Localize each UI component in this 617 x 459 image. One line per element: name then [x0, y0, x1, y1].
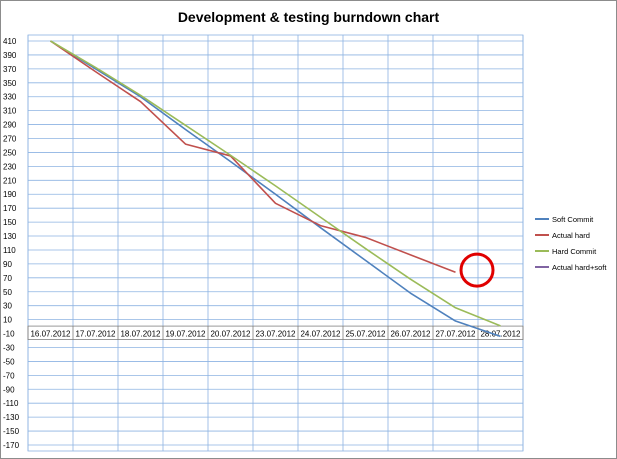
annotation-layer — [459, 252, 495, 288]
y-tick-label: -110 — [3, 399, 19, 408]
x-tick-label: 20.07.2012 — [210, 330, 251, 339]
x-tick-label: 18.07.2012 — [120, 330, 161, 339]
series-line-soft-commit — [50, 40, 501, 338]
y-tick-label: -10 — [3, 330, 15, 339]
series-line-actual-hard — [50, 40, 456, 274]
y-tick-label: 190 — [3, 190, 17, 199]
x-tick-label: 23.07.2012 — [255, 330, 296, 339]
y-tick-label: 210 — [3, 176, 17, 185]
y-tick-label: 390 — [3, 51, 17, 60]
y-tick-label: 30 — [3, 302, 12, 311]
legend: Soft Commit Actual hard Hard Commit Actual … — [535, 215, 607, 272]
y-tick-label: -130 — [3, 413, 20, 422]
legend-label: Soft Commit — [552, 215, 594, 224]
y-tick-label: 90 — [3, 260, 12, 269]
y-tick-label: -90 — [3, 385, 15, 394]
x-tick-label: 26.07.2012 — [390, 330, 431, 339]
y-tick-label: 150 — [3, 218, 17, 227]
legend-label: Actual hard — [552, 231, 590, 240]
y-tick-label: 310 — [3, 107, 17, 116]
y-tick-label: 290 — [3, 121, 17, 130]
x-tick-label: 16.07.2012 — [30, 330, 71, 339]
y-tick-label: 270 — [3, 135, 17, 144]
axis-layer: 410 390 370 350 330 310 290 270 250 230 210 190 170 1… — [3, 37, 524, 450]
y-tick-label: 130 — [3, 232, 17, 241]
y-tick-label: 70 — [3, 274, 12, 283]
y-tick-label: 350 — [3, 79, 17, 88]
plot-area-border — [27, 34, 524, 452]
x-tick-label: 17.07.2012 — [75, 330, 116, 339]
y-tick-label: 410 — [3, 37, 17, 46]
x-tick-label: 25.07.2012 — [345, 330, 386, 339]
y-tick-label: 370 — [3, 65, 17, 74]
y-tick-label: -30 — [3, 343, 15, 352]
y-tick-label: -150 — [3, 427, 20, 436]
y-tick-label: -170 — [3, 441, 20, 450]
y-tick-label: 50 — [3, 288, 12, 297]
y-tick-label: 250 — [3, 148, 17, 157]
x-tick-label: 19.07.2012 — [165, 330, 206, 339]
y-tick-label: -70 — [3, 371, 15, 380]
chart-title: Development & testing burndown chart — [177, 9, 440, 25]
series-layer — [50, 40, 501, 338]
y-tick-label: 110 — [3, 246, 16, 255]
x-tick-label: 27.07.2012 — [435, 330, 476, 339]
y-tick-label: 230 — [3, 162, 17, 171]
x-tick-label: 28.07.2012 — [480, 330, 521, 339]
y-tick-label: 10 — [3, 316, 12, 325]
annotation-circle — [459, 252, 495, 288]
y-tick-label: 330 — [3, 93, 17, 102]
legend-label: Hard Commit — [552, 247, 597, 256]
grid-layer — [27, 34, 524, 452]
series-line-hard-commit — [50, 40, 501, 327]
y-tick-label: 170 — [3, 204, 17, 213]
legend-label: Actual hard+soft — [552, 263, 607, 272]
y-tick-label: -50 — [3, 357, 15, 366]
x-tick-label: 24.07.2012 — [300, 330, 341, 339]
